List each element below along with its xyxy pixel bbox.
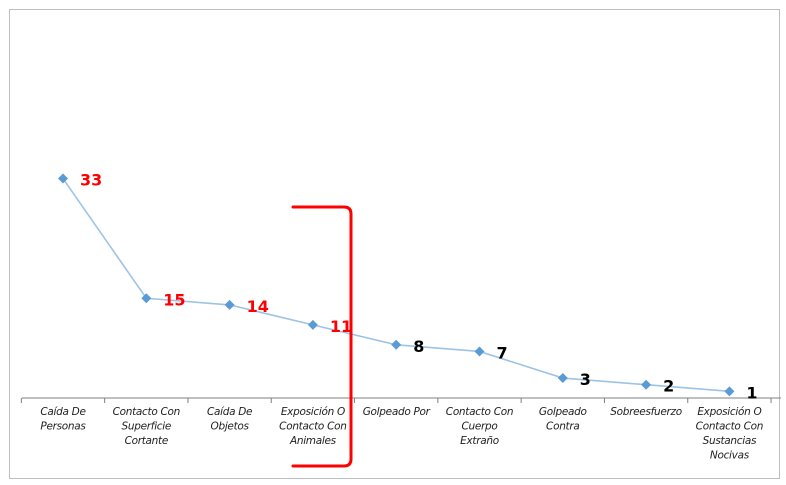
x-tick-label: Exposición O Contacto Con Animales [279, 406, 346, 447]
x-tick-label: Caída De Personas [40, 406, 86, 433]
data-label: 33 [80, 171, 102, 190]
x-tick-label: Caída De Objetos [207, 406, 252, 433]
data-point-marker [641, 379, 652, 390]
data-label: 8 [413, 337, 424, 356]
x-tick-label: Golpeado Por [363, 406, 431, 418]
x-tick-label: Contacto Con Cuerpo Extraño [446, 406, 513, 447]
data-point-marker [141, 293, 152, 304]
data-label: 14 [247, 297, 269, 316]
data-point-marker [724, 386, 735, 397]
data-label: 3 [580, 370, 591, 389]
data-point-marker [307, 319, 318, 330]
data-point-marker [224, 299, 235, 310]
line-chart: 33 15 14 11 8 7 3 2 1 Caída De Personas Contacto C… [20, 171, 781, 468]
chart-frame: 33 15 14 11 8 7 3 2 1 Caída De Personas Contacto C… [9, 9, 781, 479]
data-point-marker [474, 346, 485, 357]
x-tick-label: Exposición O Contacto Con Sustancias Nociva… [696, 406, 763, 462]
x-tick-label: Golpeado Contra [539, 406, 587, 433]
series-line [62, 178, 730, 393]
x-tick-label: Sobreesfuerzo [610, 406, 682, 418]
data-label: 1 [746, 383, 757, 402]
highlight-bracket [291, 205, 353, 468]
data-label: 15 [163, 290, 185, 309]
data-point-marker [391, 339, 402, 350]
data-label: 11 [330, 317, 352, 336]
data-point-marker [557, 373, 568, 384]
x-tick-label: Contacto Con Superficie Cortante [113, 406, 180, 447]
data-point-marker [58, 173, 68, 184]
data-label: 7 [497, 343, 508, 362]
data-label: 2 [663, 377, 674, 396]
